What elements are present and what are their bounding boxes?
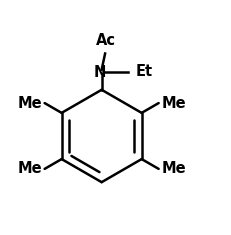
Text: Me: Me: [17, 161, 42, 176]
Text: Me: Me: [161, 96, 186, 110]
Text: Ac: Ac: [96, 33, 116, 48]
Text: N: N: [94, 65, 106, 80]
Text: Me: Me: [161, 161, 186, 176]
Text: Et: Et: [135, 64, 152, 79]
Text: Me: Me: [17, 96, 42, 110]
